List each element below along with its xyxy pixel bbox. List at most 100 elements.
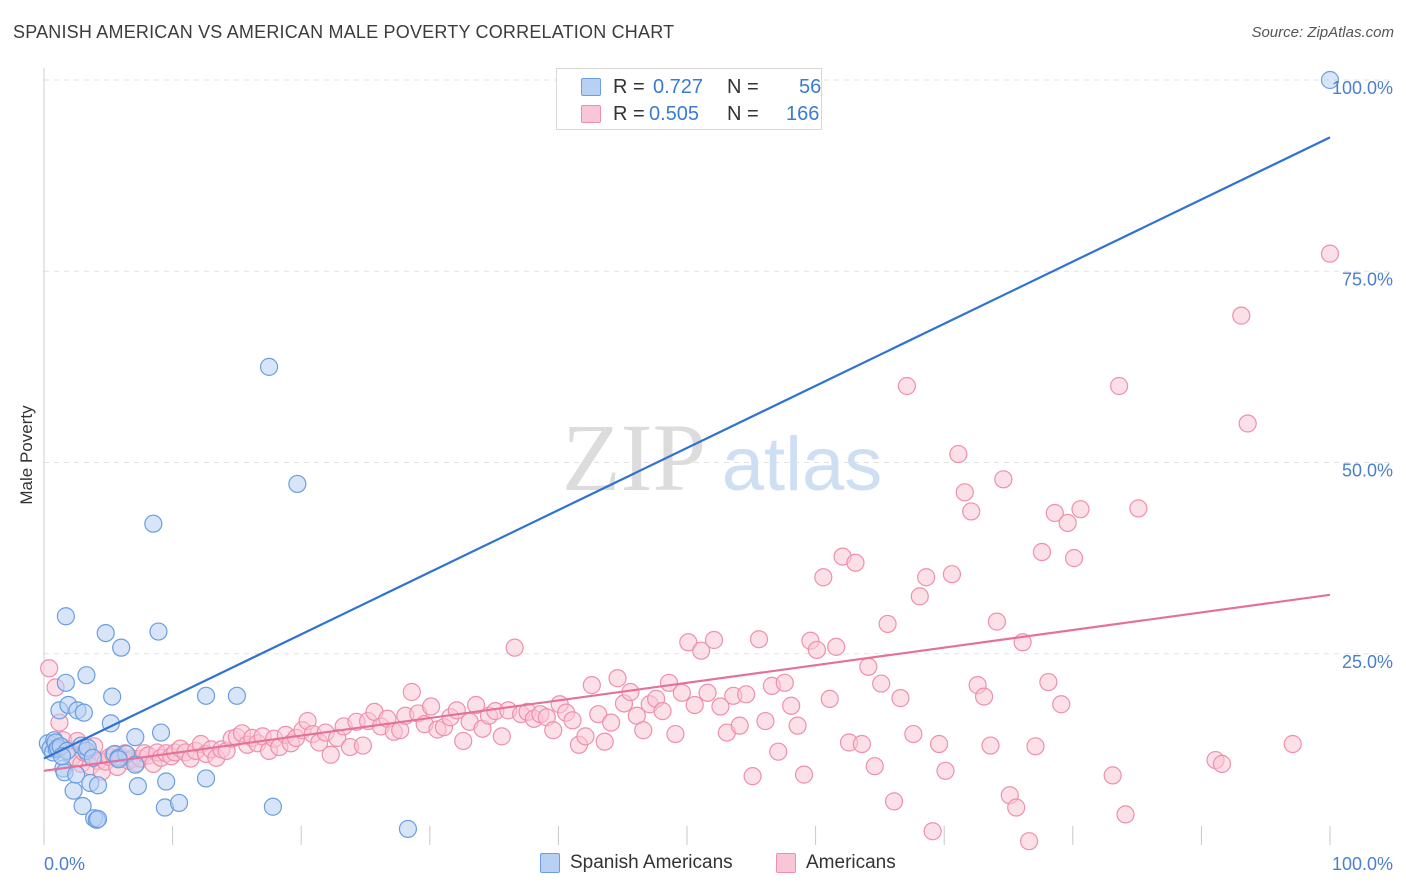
americans-point: [1320, 244, 1340, 263]
axes: [43, 68, 1331, 845]
americans-point: [1007, 798, 1026, 817]
americans-point: [775, 673, 794, 692]
americans-point: [1232, 306, 1251, 325]
watermark: ZIP atlas: [562, 404, 882, 511]
americans-point: [321, 745, 340, 764]
watermark-atlas: atlas: [722, 422, 883, 507]
americans-point: [1045, 503, 1064, 523]
americans-point: [711, 697, 730, 716]
americans-point: [891, 689, 910, 708]
americans-point: [1129, 499, 1148, 518]
legend-r-label: R =: [613, 103, 645, 125]
americans-point: [949, 444, 968, 464]
americans-point: [1283, 734, 1302, 754]
bottom-legend-label: Spanish Americans: [570, 852, 733, 873]
americans-points: [40, 244, 1340, 851]
trend-lines: [43, 136, 1331, 772]
spanish-americans-point: [263, 797, 283, 816]
americans-point: [704, 630, 724, 650]
americans-point: [589, 705, 608, 724]
y-tick-label: 100.0%: [1332, 78, 1393, 98]
americans-point: [788, 716, 807, 735]
americans-point: [749, 630, 769, 649]
americans-point: [807, 640, 826, 660]
americans-point: [1064, 549, 1084, 568]
americans-point: [1103, 766, 1122, 785]
americans-point: [1039, 672, 1058, 692]
spanish-americans-point: [126, 728, 145, 747]
grid: [44, 79, 1392, 655]
americans-point: [576, 727, 595, 746]
americans-point: [782, 696, 801, 715]
americans-point: [1212, 754, 1232, 774]
spanish-americans-points: [38, 70, 1340, 839]
americans-point: [929, 734, 949, 754]
americans-point: [1058, 513, 1077, 533]
americans-point: [1238, 414, 1257, 433]
americans-point: [923, 822, 942, 841]
spanish-americans-point: [77, 666, 96, 685]
americans-point: [737, 685, 756, 704]
americans-point: [878, 614, 897, 634]
americans-point: [402, 682, 421, 702]
americans-point: [608, 669, 627, 688]
americans-point: [910, 587, 929, 606]
y-tick-label: 50.0%: [1342, 461, 1393, 481]
americans-point: [466, 695, 486, 715]
americans-point: [1026, 737, 1045, 756]
americans-point: [769, 742, 788, 761]
americans-point: [1019, 832, 1039, 851]
americans-point: [955, 483, 974, 502]
americans-point: [1109, 376, 1129, 396]
spanish-americans-point: [88, 809, 108, 829]
watermark-zip: ZIP: [562, 404, 706, 511]
spanish-americans-point: [83, 748, 102, 767]
bottom-legend-label: Americans: [806, 852, 896, 873]
spanish-americans-point: [149, 622, 168, 641]
americans-point: [820, 689, 839, 708]
americans-trend-line: [43, 593, 1331, 772]
americans-point: [421, 697, 441, 716]
spanish-americans-point: [196, 769, 216, 788]
spanish-americans-point: [56, 607, 75, 626]
americans-point: [505, 638, 524, 657]
americans-point: [679, 633, 698, 652]
spanish-americans-point: [169, 793, 189, 813]
americans-point: [917, 568, 936, 587]
spanish-americans-point: [88, 776, 108, 795]
americans-point: [634, 721, 653, 740]
spanish-americans-point: [96, 623, 115, 643]
americans-point: [814, 568, 833, 587]
y-tick-label: 25.0%: [1342, 652, 1393, 672]
americans-point: [846, 553, 865, 572]
americans-point: [827, 637, 846, 656]
americans-point: [981, 736, 1000, 755]
spanish-americans-point: [126, 755, 145, 774]
legend-n-label: N =: [727, 76, 759, 98]
x-tick-label: 100.0%: [1332, 854, 1393, 874]
chart-title: SPANISH AMERICAN VS AMERICAN MALE POVERT…: [13, 22, 675, 42]
americans-point: [1116, 805, 1135, 824]
bottom-legend-swatch-pink: [776, 853, 796, 873]
americans-point: [544, 721, 563, 740]
spanish-americans-point: [288, 474, 307, 494]
americans-point: [852, 734, 871, 754]
americans-point: [1071, 500, 1090, 519]
spanish-americans-point: [259, 357, 279, 376]
americans-point: [653, 702, 672, 721]
americans-point: [987, 612, 1007, 631]
americans-point: [454, 731, 473, 751]
americans-point: [936, 761, 955, 780]
spanish-americans-point: [73, 796, 92, 816]
spanish-americans-point: [151, 723, 171, 742]
spanish-americans-point: [112, 638, 131, 657]
spanish-americans-point: [227, 686, 246, 705]
legend-r-value: 0.505: [649, 103, 700, 125]
americans-point: [743, 767, 762, 786]
spanish-americans-point: [64, 781, 83, 800]
americans-point: [942, 565, 962, 584]
americans-point: [884, 792, 904, 811]
americans-point: [666, 724, 685, 744]
spanish-americans-point: [56, 673, 75, 692]
